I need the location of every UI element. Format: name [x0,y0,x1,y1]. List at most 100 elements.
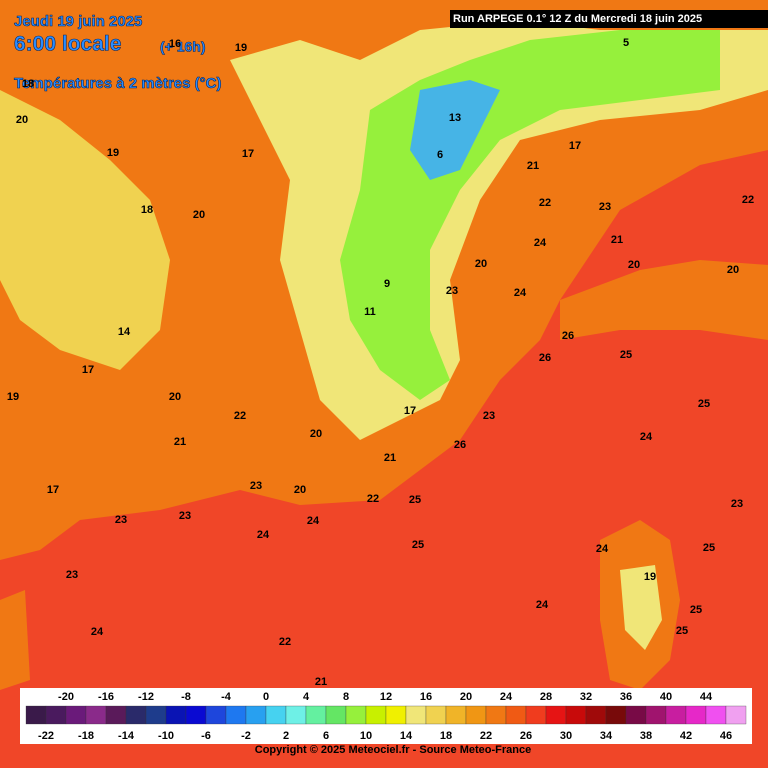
balearic-coast [0,590,30,690]
scale-label: 10 [360,730,372,742]
scale-label: 28 [540,691,552,703]
temperature-label: 20 [628,259,640,271]
lead-time: (+ 16h) [160,39,206,55]
scale-swatch [565,705,587,725]
temperature-label: 22 [367,493,379,505]
copyright: Copyright © 2025 Meteociel.fr - Source M… [255,744,531,756]
temperature-label: 23 [115,514,127,526]
scale-label: 0 [263,691,269,703]
scale-swatch [525,705,547,725]
temperature-label: 24 [534,237,547,249]
scale-swatch [485,705,507,725]
scale-label: 18 [440,730,452,742]
temperature-label: 19 [235,42,247,54]
temperature-label: 20 [169,391,181,403]
temperature-label: 17 [82,364,94,376]
scale-swatch [365,705,387,725]
scale-swatch [605,705,627,725]
scale-label: 6 [323,730,329,742]
temperature-label: 19 [7,391,19,403]
scale-swatch [385,705,407,725]
scale-label: -16 [98,691,114,703]
scale-label: 22 [480,730,492,742]
scale-label: 2 [283,730,289,742]
temperature-label: 17 [242,148,254,160]
temperature-label: 26 [454,439,466,451]
scale-swatch [425,705,447,725]
scale-swatch [185,705,207,725]
scale-label: -4 [221,691,232,703]
temperature-label: 24 [536,599,549,611]
scale-swatch [25,705,47,725]
map-labels: 22 23 24 20 21 20 25 26 26 24 25 23 24 25 24 25 25 24 23 23… [7,37,754,688]
scale-swatch [585,705,607,725]
scale-swatch [85,705,107,725]
scale-label: 26 [520,730,532,742]
scale-swatch [65,705,87,725]
temperature-label: 24 [514,287,527,299]
temperature-label: 23 [446,285,458,297]
temperature-label: 25 [703,542,715,554]
land-east [560,260,768,340]
scale-label: 12 [380,691,392,703]
temperature-label: 25 [690,604,702,616]
temperature-label: 14 [118,326,131,338]
temperature-label: 26 [539,352,551,364]
scale-swatch [145,705,167,725]
temperature-label: 21 [527,160,539,172]
scale-swatch [165,705,187,725]
run-info: Run ARPEGE 0.1° 12 Z du Mercredi 18 juin… [453,13,702,25]
scale-swatch [405,705,427,725]
scale-label: -18 [78,730,94,742]
scale-label: -14 [118,730,135,742]
scale-label: -22 [38,730,54,742]
massif-central [0,90,170,370]
temperature-label: 24 [307,515,320,527]
temperature-label: 20 [310,428,322,440]
temperature-label: 19 [644,571,656,583]
temperature-label: 6 [437,149,443,161]
scale-swatch [205,705,227,725]
scale-swatch [625,705,647,725]
temperature-label: 5 [623,37,629,49]
scale-label: 34 [600,730,613,742]
temperature-label: 21 [174,436,186,448]
temperature-label: 11 [364,306,376,318]
temperature-label: 25 [409,494,421,506]
temperature-label: 24 [640,431,653,443]
scale-label: -20 [58,691,74,703]
scale-swatch [305,705,327,725]
alps-high [410,80,500,180]
temperature-label: 24 [91,626,104,638]
scale-label: 16 [420,691,432,703]
scale-swatch [665,705,687,725]
temperature-label: 21 [611,234,623,246]
scale-label: -10 [158,730,174,742]
temperature-label: 22 [539,197,551,209]
scale-label: -12 [138,691,154,703]
temperature-label: 23 [250,480,262,492]
temperature-label: 21 [315,676,327,688]
scale-swatch [325,705,347,725]
temperature-label: 20 [475,258,487,270]
scale-label: 38 [640,730,652,742]
scale-swatch [725,705,747,725]
temperature-label: 18 [22,78,34,90]
scale-swatch [645,705,667,725]
run-banner [450,10,768,28]
temperature-label: 21 [384,452,396,464]
temperature-label: 25 [620,349,632,361]
temperature-label: 17 [569,140,581,152]
scale-label: -2 [241,730,251,742]
temperature-label: 13 [449,112,461,124]
temperature-label: 20 [193,209,205,221]
scale-label: 20 [460,691,472,703]
temperature-label: 24 [257,529,270,541]
temperature-label: 24 [596,543,609,555]
temperature-label: 23 [179,510,191,522]
scale-swatch [505,705,527,725]
temperature-label: 25 [698,398,710,410]
scale-swatch [45,705,67,725]
color-scale: -22-20-18-16-14-12-10-8-6-4-202468101214… [20,688,752,744]
